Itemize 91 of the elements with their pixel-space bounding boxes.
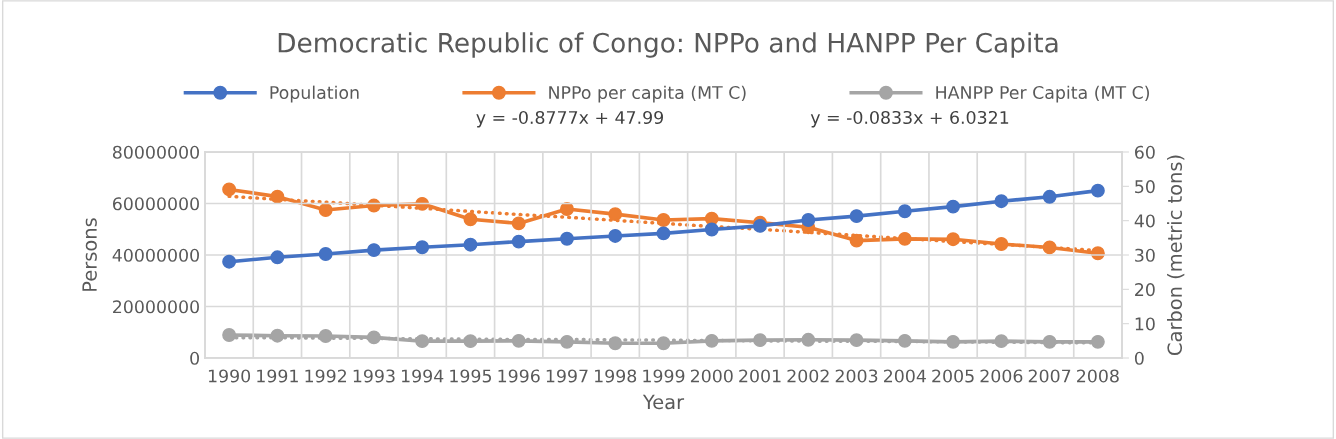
x-tick-label: 2003 xyxy=(835,369,878,383)
y-tick-label: 20000000 xyxy=(113,300,199,314)
point xyxy=(704,333,719,348)
y2-tick-label: 30 xyxy=(1135,248,1155,262)
point xyxy=(946,199,961,214)
point xyxy=(463,334,478,349)
point xyxy=(318,203,333,217)
point xyxy=(849,233,864,248)
point xyxy=(415,334,430,349)
point xyxy=(560,231,574,246)
legend-label: Population xyxy=(270,85,359,103)
point xyxy=(511,216,526,231)
point xyxy=(608,228,623,243)
y2-tick-label: 10 xyxy=(1135,317,1155,331)
x-tick-label: 2004 xyxy=(884,369,926,383)
point xyxy=(897,204,912,219)
point xyxy=(994,237,1009,251)
x-tick-label: 2006 xyxy=(980,369,1023,383)
point xyxy=(849,333,864,348)
x-tick-label: 1992 xyxy=(305,369,347,383)
x-tick-label: 1998 xyxy=(595,369,637,383)
y2-axis-title: Carbon (metric tons) xyxy=(1167,155,1185,355)
point xyxy=(511,333,526,348)
x-tick-label: 1990 xyxy=(208,369,251,383)
point xyxy=(1042,334,1057,349)
point xyxy=(511,234,526,249)
point xyxy=(753,333,767,348)
point xyxy=(560,334,574,349)
x-tick-label: 2005 xyxy=(932,369,974,383)
point xyxy=(656,213,671,227)
text: y = -0.0833x + 6.0321 xyxy=(810,110,1009,128)
x-tick-label: 2001 xyxy=(739,369,781,383)
point xyxy=(463,212,478,227)
point xyxy=(608,336,623,351)
x-tick-label: 1994 xyxy=(402,369,444,383)
point xyxy=(270,328,285,343)
point xyxy=(1090,183,1105,198)
point xyxy=(897,333,912,348)
point xyxy=(656,336,671,351)
point xyxy=(801,213,816,227)
point xyxy=(801,332,816,347)
point xyxy=(318,247,333,261)
point xyxy=(270,250,285,265)
x-tick-label: 1993 xyxy=(353,369,395,383)
text: y = -0.8777x + 47.99 xyxy=(476,110,663,128)
y2-tick-label: 40 xyxy=(1134,214,1155,228)
point xyxy=(222,254,237,269)
x-tick-label: 2008 xyxy=(1077,369,1119,383)
point xyxy=(994,334,1009,349)
point xyxy=(270,189,285,204)
point xyxy=(656,226,671,241)
legend-label: HANPP Per Capita (MT C) xyxy=(936,85,1149,103)
y2-tick-label: 50 xyxy=(1135,180,1155,194)
point xyxy=(222,328,237,342)
x-tick-label: 1996 xyxy=(498,369,540,383)
x-axis-title: Year xyxy=(642,394,685,410)
point xyxy=(463,237,478,252)
point xyxy=(946,334,961,349)
point xyxy=(560,202,574,216)
point xyxy=(897,231,912,246)
point xyxy=(994,194,1009,209)
legend-label: NPPo per capita (MT C) xyxy=(549,85,746,103)
y2-tick-label: 20 xyxy=(1135,283,1155,297)
point xyxy=(366,243,381,258)
y-axis-title: Persons xyxy=(82,218,97,291)
point xyxy=(415,240,430,255)
y2-tick-label: 60 xyxy=(1135,145,1155,159)
x-tick-label: 1995 xyxy=(450,369,492,383)
point xyxy=(1090,334,1105,349)
point xyxy=(1042,189,1057,204)
point xyxy=(415,196,430,211)
point xyxy=(704,222,719,237)
y-tick-label: 60000000 xyxy=(112,197,199,211)
chart-title: Democratic Republic of Congo: NPPo and HANPP Per Capita xyxy=(278,32,1058,58)
x-tick-label: 2002 xyxy=(787,369,829,383)
point xyxy=(946,232,961,247)
point xyxy=(366,330,381,345)
point xyxy=(849,209,864,224)
point xyxy=(1042,240,1057,255)
y-tick-label: 0 xyxy=(190,351,199,365)
x-tick-label: 2007 xyxy=(1028,369,1071,383)
y2-tick-label: 0 xyxy=(1134,351,1144,365)
x-tick-label: 1991 xyxy=(257,369,298,383)
x-tick-label: 1997 xyxy=(546,369,588,383)
point xyxy=(608,207,623,222)
y-tick-label: 40000000 xyxy=(112,248,199,262)
y-tick-label: 80000000 xyxy=(112,145,199,159)
point xyxy=(222,182,237,197)
x-tick-label: 1999 xyxy=(643,369,685,383)
x-tick-label: 2000 xyxy=(690,369,733,383)
point xyxy=(318,329,333,343)
